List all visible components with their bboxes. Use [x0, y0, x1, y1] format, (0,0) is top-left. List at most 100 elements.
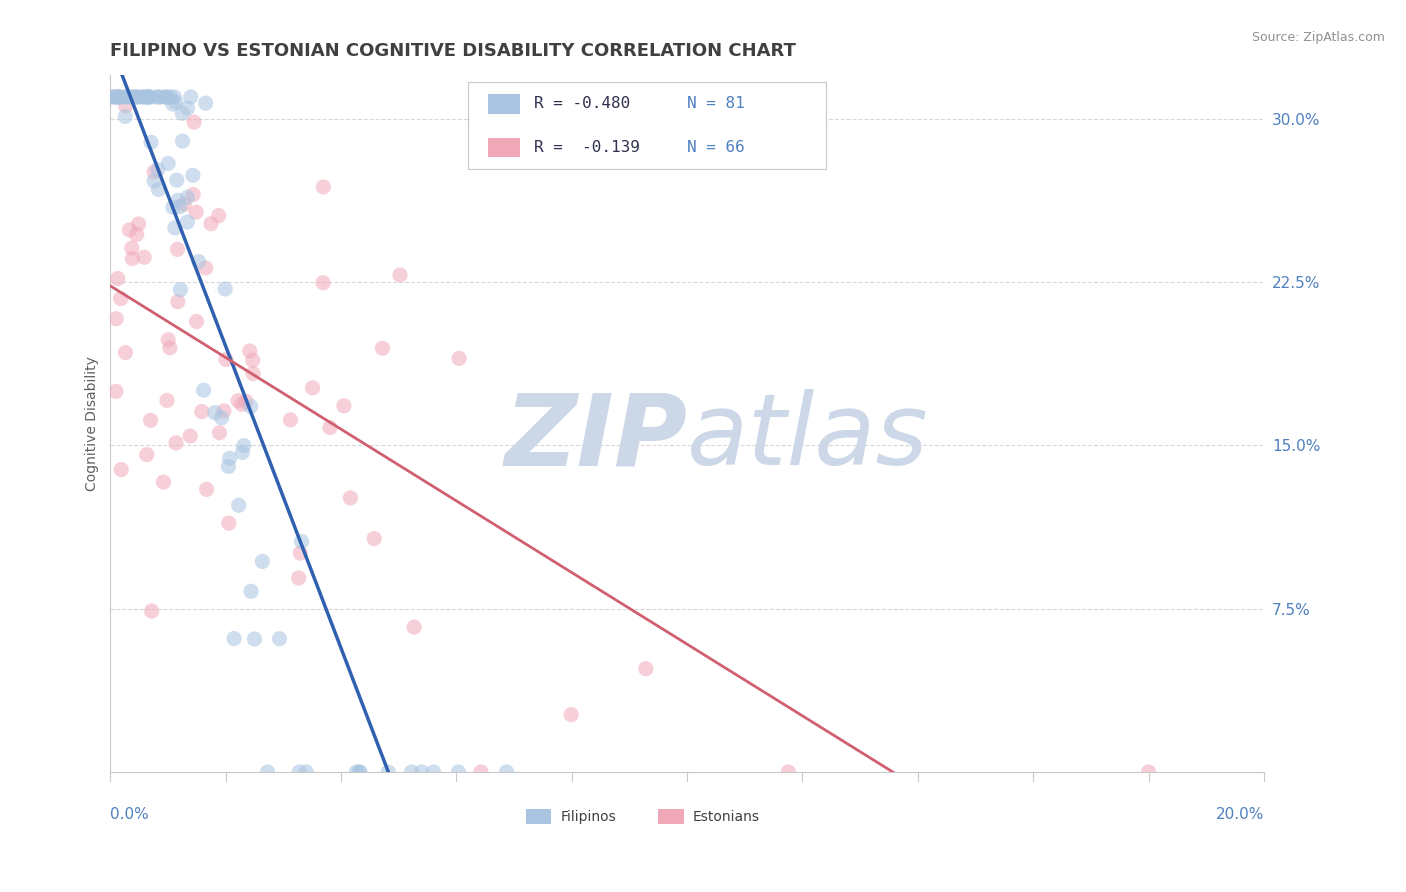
Point: [194, 96, 217, 111]
Text: FILIPINO VS ESTONIAN COGNITIVE DISABILITY CORRELATION CHART: FILIPINO VS ESTONIAN COGNITIVE DISABILIT…: [111, 42, 796, 60]
Text: Estonians: Estonians: [693, 810, 759, 823]
Point: [211, 410, 233, 425]
Point: [166, 173, 188, 187]
Text: 0.0%: 0.0%: [111, 806, 149, 822]
Point: [208, 425, 231, 440]
FancyBboxPatch shape: [526, 809, 551, 824]
Point: [179, 429, 201, 443]
Point: [146, 162, 169, 177]
Point: [176, 215, 198, 229]
Point: [159, 341, 181, 355]
Point: [214, 282, 236, 296]
Point: [127, 90, 149, 104]
Point: [114, 99, 136, 113]
Point: [404, 620, 426, 634]
Point: [291, 534, 314, 549]
Point: [127, 90, 149, 104]
Point: [212, 404, 235, 418]
Point: [110, 292, 132, 306]
Point: [120, 90, 142, 104]
Point: [104, 384, 127, 399]
Point: [173, 197, 195, 211]
Point: [162, 200, 184, 214]
Point: [180, 90, 202, 104]
Point: [110, 90, 132, 104]
Point: [363, 532, 385, 546]
Point: [217, 459, 239, 474]
Point: [333, 399, 356, 413]
Point: [132, 90, 155, 104]
Point: [218, 516, 240, 530]
Point: [141, 604, 163, 618]
Point: [152, 475, 174, 489]
Point: [107, 90, 129, 104]
Point: [134, 250, 156, 264]
Point: [242, 353, 264, 368]
Point: [256, 764, 278, 779]
Point: [449, 351, 471, 366]
Point: [143, 174, 166, 188]
Point: [143, 165, 166, 179]
Point: [239, 343, 262, 358]
Point: [148, 90, 170, 104]
Point: [208, 209, 231, 223]
Point: [105, 90, 128, 104]
Point: [228, 498, 250, 512]
Point: [184, 205, 207, 219]
Point: [176, 190, 198, 204]
Point: [422, 764, 444, 779]
Point: [100, 90, 122, 104]
Point: [231, 397, 253, 411]
Text: Source: ZipAtlas.com: Source: ZipAtlas.com: [1251, 31, 1385, 45]
Point: [157, 333, 180, 347]
Point: [193, 383, 215, 397]
Point: [107, 90, 129, 104]
Point: [138, 90, 160, 104]
Point: [240, 584, 263, 599]
Point: [118, 223, 141, 237]
Point: [312, 180, 335, 194]
Point: [339, 491, 361, 505]
Point: [128, 217, 150, 231]
Point: [121, 252, 143, 266]
Point: [288, 764, 311, 779]
FancyBboxPatch shape: [658, 809, 683, 824]
Point: [139, 413, 162, 427]
Point: [132, 90, 155, 104]
Text: Filipinos: Filipinos: [560, 810, 616, 823]
Point: [191, 404, 214, 418]
Point: [187, 254, 209, 268]
Point: [239, 400, 262, 414]
Point: [290, 546, 312, 560]
Point: [195, 483, 218, 497]
Point: [232, 438, 254, 452]
Point: [215, 352, 238, 367]
Point: [447, 764, 470, 779]
Text: R =  -0.139: R = -0.139: [534, 140, 640, 155]
Point: [163, 221, 186, 235]
Point: [242, 367, 264, 381]
Point: [243, 632, 266, 646]
Point: [118, 90, 141, 104]
Point: [159, 90, 181, 104]
Point: [176, 101, 198, 115]
Point: [110, 462, 132, 476]
Point: [1137, 764, 1160, 779]
Point: [200, 217, 222, 231]
Point: [218, 451, 240, 466]
Point: [166, 194, 188, 208]
Point: [634, 662, 657, 676]
Point: [181, 187, 204, 202]
Point: [114, 90, 136, 104]
Point: [108, 90, 131, 104]
Point: [312, 276, 335, 290]
Point: [280, 413, 302, 427]
Point: [183, 115, 205, 129]
Point: [252, 554, 274, 568]
Point: [186, 314, 208, 328]
Point: [411, 764, 433, 779]
Point: [101, 90, 124, 104]
FancyBboxPatch shape: [468, 82, 825, 169]
Point: [162, 97, 184, 112]
Point: [165, 435, 187, 450]
